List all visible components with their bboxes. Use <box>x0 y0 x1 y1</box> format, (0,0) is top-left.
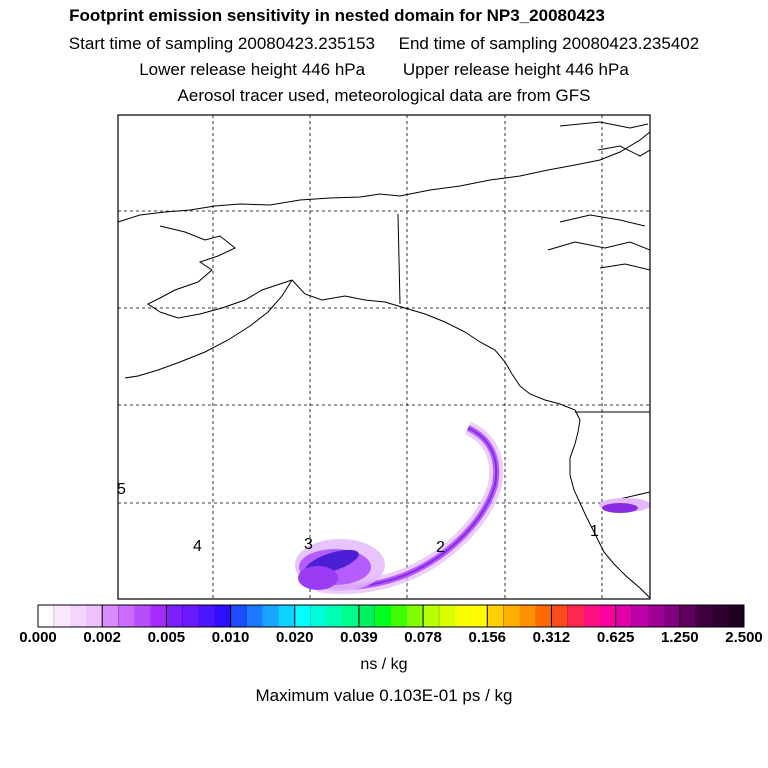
colorbar-tick-label: 1.250 <box>661 629 699 646</box>
tracer-info: Aerosol tracer used, meteorological data… <box>177 86 591 105</box>
colorbar-tick-label: 0.010 <box>211 629 250 646</box>
colorbar-cell <box>358 604 376 628</box>
colorbar-cell <box>486 604 505 628</box>
colorbar-cell <box>567 605 584 627</box>
point-label-2: 2 <box>436 539 445 556</box>
colorbar-cell <box>422 604 440 628</box>
colorbar-cell <box>326 605 344 627</box>
colorbar-tick-label: 2.500 <box>725 629 763 646</box>
colorbar-cell <box>471 605 488 627</box>
point-label-5: 5 <box>117 481 126 498</box>
colorbar-cell <box>439 605 456 627</box>
maximum-value: Maximum value 0.103E-01 ps / kg <box>255 686 513 705</box>
alaska-canada-border <box>397 213 401 305</box>
colorbar-cell <box>519 605 536 627</box>
graticule <box>118 115 650 599</box>
colorbar-cell <box>214 605 231 627</box>
point-label-3: 3 <box>304 536 313 553</box>
colorbar-cell <box>134 605 151 627</box>
emission-plume <box>295 421 650 595</box>
release-heights: Lower release height 446 hPa Upper relea… <box>0 60 768 80</box>
colorbar-cell <box>679 604 697 628</box>
start-time: Start time of sampling 20080423.235153 <box>68 34 376 53</box>
colorbar-cell <box>101 604 120 628</box>
colorbar-tick-label: 0.625 <box>596 629 635 646</box>
colorbar-tick-label: 0.000 <box>19 629 57 646</box>
colorbar-cell <box>599 605 616 627</box>
colorbar-cell <box>695 605 713 627</box>
colorbar-cell <box>455 605 472 627</box>
colorbar-cell <box>535 605 552 627</box>
colorbar-tick-label: 0.156 <box>468 629 507 646</box>
point-label-1: 1 <box>590 523 599 540</box>
colorbar-cell <box>70 605 87 627</box>
colorbar-cell <box>198 605 215 627</box>
coastline <box>118 121 650 599</box>
colorbar-cell <box>86 605 103 627</box>
colorbar-cell <box>550 604 569 628</box>
colorbar-tick-label: 0.078 <box>404 629 442 646</box>
colorbar-cell <box>165 604 184 628</box>
colorbar-cell <box>374 605 392 627</box>
colorbar-tick-label: 0.002 <box>83 629 121 646</box>
colorbar-cell <box>503 605 520 627</box>
colorbar-tick-label: 0.312 <box>532 629 571 646</box>
colorbar-cell <box>711 605 729 627</box>
colorbar-cell <box>342 605 360 627</box>
end-time: End time of sampling 20080423.235402 <box>398 34 700 53</box>
colorbar-cell <box>407 605 424 627</box>
colorbar-cell <box>182 605 199 627</box>
colorbar-cell <box>631 605 649 627</box>
colorbar-cell <box>278 605 296 627</box>
footprint-map: 1 2 3 4 5 <box>117 114 651 600</box>
colorbar-cell <box>262 605 279 627</box>
colorbar-cell <box>647 605 665 627</box>
colorbar <box>37 604 745 628</box>
colorbar-cell <box>727 605 745 627</box>
colorbar-tick-label: 0.020 <box>275 629 314 646</box>
lower-release-height: Lower release height 446 hPa <box>139 60 366 79</box>
colorbar-cell <box>310 605 328 627</box>
upper-release-height: Upper release height 446 hPa <box>402 60 629 79</box>
colorbar-tick-label: 0.005 <box>147 629 186 646</box>
colorbar-cell <box>294 604 312 628</box>
colorbar-cell <box>118 605 135 627</box>
colorbar-tick-label: 0.039 <box>340 629 378 646</box>
colorbar-cell <box>230 604 248 628</box>
colorbar-cell <box>663 605 681 627</box>
colorbar-cell <box>583 605 600 627</box>
sampling-times: Start time of sampling 20080423.235153 E… <box>0 34 768 54</box>
map-frame <box>118 115 650 599</box>
colorbar-cell <box>37 604 55 628</box>
colorbar-cell <box>150 605 167 627</box>
colorbar-units: ns / kg <box>360 656 408 673</box>
colorbar-cell <box>615 604 633 628</box>
colorbar-cell <box>54 605 71 627</box>
colorbar-cell <box>391 605 408 627</box>
plot-title: Footprint emission sensitivity in nested… <box>69 6 605 25</box>
point-label-4: 4 <box>193 538 202 555</box>
colorbar-cell <box>246 605 263 627</box>
